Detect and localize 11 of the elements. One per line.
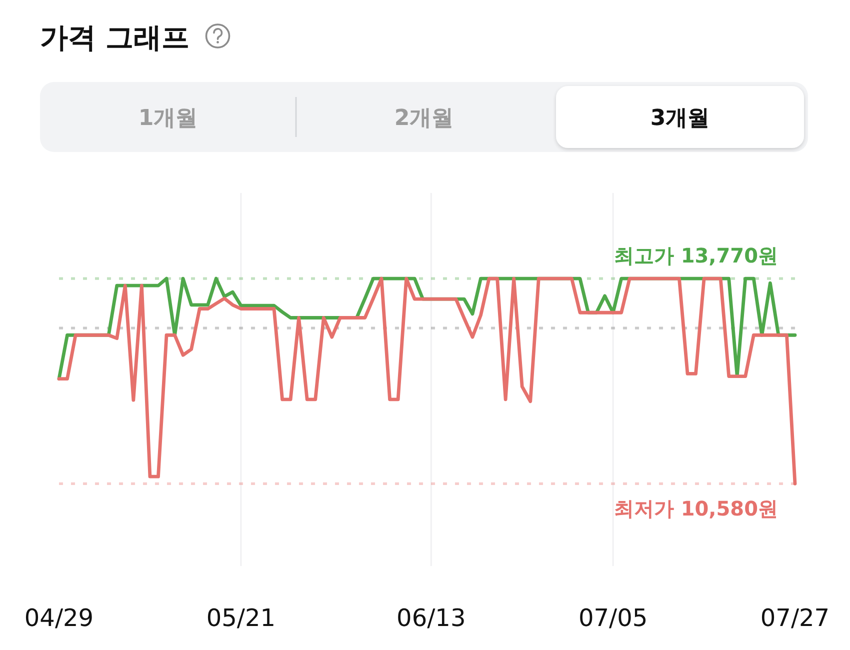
x-tick-label: 04/29 [24,604,94,632]
ref-line-label: 최저가 10,580원 [614,496,778,521]
text: 1개월 [138,106,198,131]
text: 3개월 [650,106,710,131]
ref-line-label: 최고가 13,770원 [614,244,778,268]
x-tick-label: 07/27 [760,604,830,632]
x-tick-label: 05/21 [206,604,276,632]
chart-title: 가격 그래프 [40,21,190,54]
text: 2개월 [394,106,454,131]
x-tick-label: 07/05 [578,604,648,632]
x-tick-label: 06/13 [396,604,466,632]
